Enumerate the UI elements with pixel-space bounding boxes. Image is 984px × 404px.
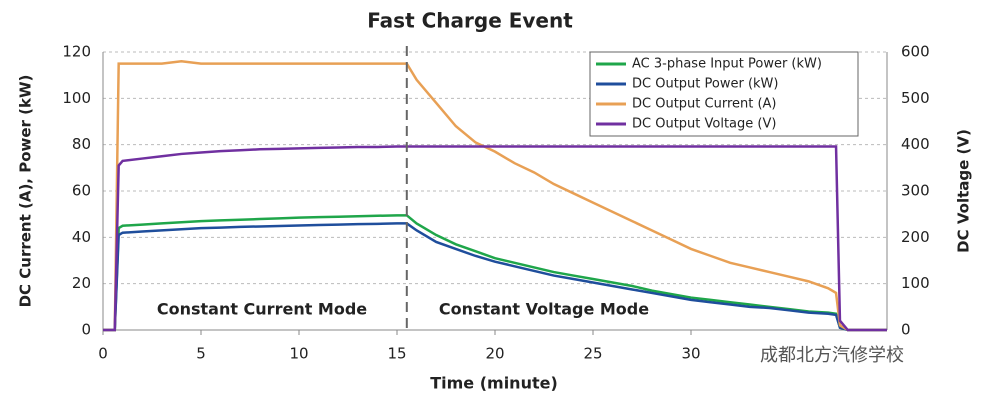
- y2-tick-label: 400: [901, 135, 930, 153]
- y2-axis-label: DC Voltage (V): [955, 129, 973, 253]
- y2-tick-label: 0: [901, 321, 911, 339]
- series-line: [103, 222, 887, 332]
- legend-label: DC Output Power (kW): [632, 77, 778, 92]
- x-tick-label: 5: [196, 345, 206, 363]
- legend-label: DC Output Voltage (V): [632, 117, 776, 132]
- x-tick-label: 25: [583, 345, 602, 363]
- y-tick-label: 80: [72, 135, 91, 153]
- series-line: [103, 214, 887, 332]
- x-tick-label: 15: [387, 345, 406, 363]
- series-line: [103, 145, 887, 332]
- x-tick-label: 30: [681, 345, 700, 363]
- x-tick-label: 10: [289, 345, 308, 363]
- y-tick-label: 20: [72, 274, 91, 292]
- legend-box: [589, 51, 859, 137]
- y2-tick-label: 500: [901, 89, 930, 107]
- y2-tick-label: 200: [901, 228, 930, 246]
- annotation: Constant Voltage Mode: [439, 300, 649, 319]
- x-axis-label: Time (minute): [430, 374, 558, 393]
- y-tick-label: 0: [81, 321, 91, 339]
- x-tick-label: 0: [98, 345, 108, 363]
- legend-label: DC Output Current (A): [632, 97, 777, 112]
- y2-tick-label: 100: [901, 274, 930, 292]
- watermark: 成都北方汽修学校: [760, 345, 904, 366]
- y2-tick-label: 600: [901, 43, 930, 61]
- legend-label: AC 3-phase Input Power (kW): [632, 57, 822, 72]
- series-line: [103, 60, 887, 332]
- y-axis-label: DC Current (A), Power (kW): [17, 75, 35, 308]
- y2-tick-label: 300: [901, 182, 930, 200]
- y-tick-label: 60: [72, 182, 91, 200]
- y-tick-label: 120: [62, 43, 91, 61]
- y-tick-label: 40: [72, 228, 91, 246]
- x-tick-label: 20: [485, 345, 504, 363]
- chart-title: Fast Charge Event: [367, 9, 573, 33]
- y-tick-label: 100: [62, 89, 91, 107]
- annotation: Constant Current Mode: [157, 300, 367, 319]
